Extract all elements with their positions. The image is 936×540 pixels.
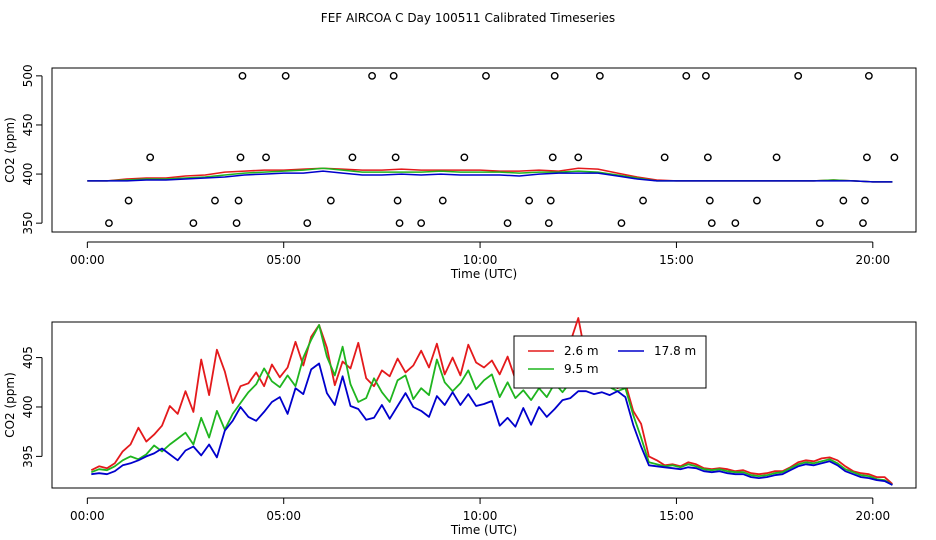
x-tick-label: 10:00 — [463, 509, 498, 523]
data-point-marker — [703, 153, 712, 162]
data-point-marker — [660, 153, 669, 162]
data-point-marker — [348, 153, 357, 162]
legend-label-0: 2.6 m — [564, 344, 599, 358]
x-axis-label: Time (UTC) — [450, 267, 517, 281]
data-point-marker — [772, 153, 781, 162]
data-point-marker — [232, 219, 241, 228]
y-axis-label: CO2 (ppm) — [3, 372, 17, 438]
x-tick-label: 10:00 — [463, 253, 498, 267]
x-tick-label: 15:00 — [659, 509, 694, 523]
data-point-marker — [105, 219, 113, 228]
data-point-marker — [211, 196, 219, 205]
series-line-2 — [91, 362, 893, 486]
data-point-marker — [460, 153, 469, 162]
data-point-marker — [574, 153, 583, 162]
series-line-1 — [90, 324, 893, 486]
data-point-marker — [859, 219, 867, 228]
data-point-marker — [262, 153, 270, 162]
data-point-marker — [731, 219, 740, 228]
data-point-marker — [794, 71, 803, 80]
plot-frame — [51, 67, 917, 233]
data-point-marker — [234, 196, 243, 205]
x-tick-label: 05:00 — [266, 509, 301, 523]
y-tick-label: 405 — [21, 346, 35, 369]
data-point-marker — [839, 196, 848, 205]
data-point-marker — [705, 196, 714, 205]
data-point-marker — [707, 219, 716, 228]
data-point-marker — [753, 196, 761, 205]
data-point-marker — [391, 153, 400, 162]
data-point-marker — [550, 71, 559, 80]
y-tick-label: 400 — [21, 396, 35, 419]
data-point-marker — [189, 219, 198, 228]
x-tick-label: 15:00 — [659, 253, 694, 267]
data-point-marker — [864, 71, 873, 80]
y-axis-label: CO2 (ppm) — [3, 117, 17, 183]
data-point-marker — [548, 153, 557, 162]
data-point-marker — [389, 71, 398, 80]
data-point-marker — [438, 196, 447, 205]
top-panel-calibrated-co2: 00:00 05:00 10:00 15:00 20:00 Time (UTC) 350 40… — [3, 64, 917, 281]
y-tick-label: 400 — [21, 163, 35, 186]
data-point-marker — [482, 71, 490, 80]
plot-frame — [51, 321, 917, 489]
series-line-0 — [90, 317, 893, 485]
y-tick-label: 450 — [21, 114, 35, 137]
y-tick-label: 350 — [21, 212, 35, 235]
data-point-marker — [236, 153, 245, 162]
data-point-marker — [639, 196, 647, 205]
data-point-marker — [281, 71, 290, 80]
data-point-marker — [238, 71, 247, 80]
data-point-marker — [595, 71, 604, 80]
data-point-marker — [393, 196, 402, 205]
x-tick-label: 00:00 — [70, 509, 105, 523]
data-point-marker — [682, 71, 691, 80]
data-point-marker — [617, 219, 626, 228]
x-tick-label: 05:00 — [266, 253, 301, 267]
data-point-marker — [303, 219, 312, 228]
x-axis-label: Time (UTC) — [450, 523, 517, 537]
data-point-marker — [368, 71, 376, 80]
data-point-marker — [395, 219, 404, 228]
x-tick-label: 20:00 — [856, 253, 891, 267]
legend-label-2: 17.8 m — [654, 344, 696, 358]
y-tick-label: 395 — [21, 445, 35, 468]
x-tick-label: 00:00 — [70, 253, 105, 267]
series-line-2 — [87, 170, 893, 183]
legend-label-1: 9.5 m — [564, 362, 599, 376]
data-point-marker — [863, 153, 871, 162]
y-tick-label: 500 — [21, 64, 35, 87]
data-point-marker — [861, 196, 869, 205]
data-point-marker — [544, 219, 553, 228]
data-point-marker — [326, 196, 335, 205]
data-point-marker — [503, 219, 512, 228]
data-point-marker — [815, 219, 824, 228]
data-point-marker — [701, 71, 710, 80]
data-point-marker — [525, 196, 534, 205]
data-point-marker — [546, 196, 555, 205]
data-point-marker — [146, 153, 155, 162]
data-point-marker — [417, 219, 426, 228]
x-tick-label: 20:00 — [856, 509, 891, 523]
bottom-panel-co2-by-height: 00:00 05:00 10:00 15:00 20:00 Time (UTC) 395 40… — [3, 317, 917, 537]
legend-box — [513, 335, 707, 389]
figure-title: FEF AIRCOA C Day 100511 Calibrated Times… — [321, 11, 615, 25]
data-point-marker — [124, 196, 133, 205]
data-point-marker — [890, 153, 899, 162]
